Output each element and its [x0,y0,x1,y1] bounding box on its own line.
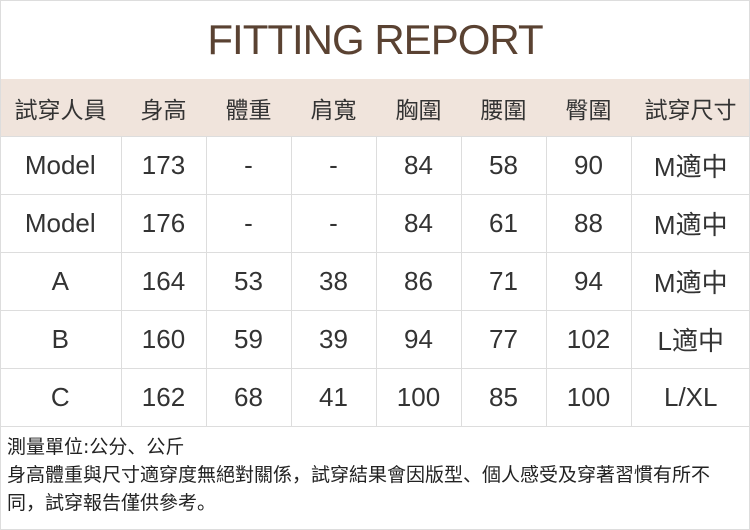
table-cell: M適中 [630,136,749,195]
column-header: 體重 [206,79,291,137]
table-cell: 59 [205,310,292,369]
page-title: FITTING REPORT [207,16,543,63]
table-cell: 85 [460,368,547,427]
table-cell: 38 [290,252,377,311]
table-row: C 162 68 41 100 85 100 L/XL [1,368,749,427]
table-cell: Model [1,194,122,253]
table-cell: 102 [545,310,632,369]
table-cell: 86 [375,252,462,311]
table-cell: Model [1,136,122,195]
table-row: A 164 53 38 86 71 94 M適中 [1,252,749,311]
table-row: B 160 59 39 94 77 102 L適中 [1,310,749,369]
footer-notes: 測量單位:公分、公斤 身高體重與尺寸適穿度無絕對關係，試穿結果會因版型、個人感受… [7,433,747,517]
table-cell: L/XL [630,368,749,427]
units-note: 測量單位:公分、公斤 [7,436,185,458]
table-cell: 39 [290,310,377,369]
column-header: 肩寬 [291,79,376,137]
column-header: 試穿人員 [1,79,121,137]
fitting-table: 試穿人員 身高 體重 肩寬 胸圍 腰圍 臀圍 試穿尺寸 Model 173- -84 58 90 M適中… [1,79,749,427]
table-cell: 176 [120,194,207,253]
table-cell: 53 [205,252,292,311]
table-cell: 162 [120,368,207,427]
table-cell: 164 [120,252,207,311]
table-cell: M適中 [630,194,749,253]
table-cell: 100 [375,368,462,427]
table-cell: 41 [290,368,377,427]
table-cell: C [1,368,122,427]
table-cell: 68 [205,368,292,427]
table-row: Model 176- -84 61 88 M適中 [1,194,749,253]
column-header: 試穿尺寸 [631,79,749,137]
table-cell: 84 [375,136,462,195]
header-row: 試穿人員 身高 體重 肩寬 胸圍 腰圍 臀圍 試穿尺寸 [1,79,749,137]
table-cell: M適中 [630,252,749,311]
table-cell: 77 [460,310,547,369]
table-cell: - [290,136,377,195]
table-cell: 90 [545,136,632,195]
column-header: 身高 [121,79,206,137]
table-cell: 173 [120,136,207,195]
column-header: 臀圍 [546,79,631,137]
table-cell: 94 [375,310,462,369]
table-cell: 84 [375,194,462,253]
table-cell: - [205,136,292,195]
table-row: Model 173- -84 58 90 M適中 [1,136,749,195]
table-cell: 58 [460,136,547,195]
table-cell: 94 [545,252,632,311]
table-cell: 71 [460,252,547,311]
table-cell: - [205,194,292,253]
column-header: 胸圍 [376,79,461,137]
table-cell: 88 [545,194,632,253]
table-cell: - [290,194,377,253]
table-cell: B [1,310,122,369]
column-header: 腰圍 [461,79,546,137]
table-cell: 100 [545,368,632,427]
table-cell: L適中 [630,310,749,369]
table-cell: A [1,252,122,311]
table-cell: 160 [120,310,207,369]
table-cell: 61 [460,194,547,253]
disclaimer-note: 身高體重與尺寸適穿度無絕對關係，試穿結果會因版型、個人感受及穿著習慣有所不同，試… [7,464,711,514]
